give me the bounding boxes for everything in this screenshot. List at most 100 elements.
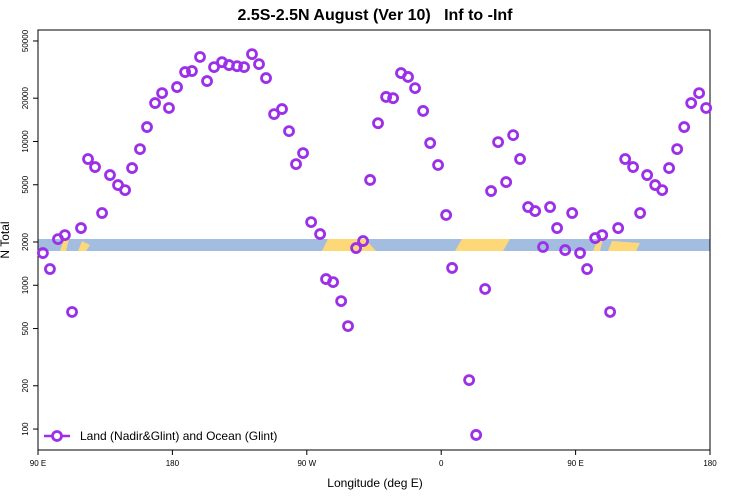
y-tick-label: 1000	[21, 276, 30, 294]
point	[596, 229, 609, 241]
point	[327, 276, 339, 288]
land-strip	[60, 239, 69, 251]
point	[485, 185, 497, 197]
point	[529, 205, 542, 217]
point	[305, 216, 318, 228]
point	[44, 263, 56, 275]
point	[58, 229, 71, 241]
legend-marker	[51, 430, 63, 442]
point	[96, 207, 108, 219]
point	[479, 283, 492, 295]
point	[297, 147, 309, 160]
y-axis-label: N Total	[0, 221, 12, 258]
point	[463, 374, 476, 386]
y-tick-label: 200	[21, 379, 30, 393]
point	[37, 247, 49, 259]
point	[544, 201, 556, 213]
x-tick-label: 90 E	[30, 459, 46, 468]
point	[387, 92, 400, 105]
point	[627, 161, 639, 173]
y-tick-label: 500	[21, 321, 30, 335]
point	[641, 169, 654, 181]
point	[500, 176, 513, 188]
y-tick-label: 100	[21, 422, 30, 436]
point	[126, 162, 138, 174]
point	[492, 136, 504, 148]
point	[685, 97, 698, 109]
y-tick-label: 2000	[21, 233, 30, 251]
point	[551, 222, 563, 234]
point	[417, 105, 430, 117]
point	[507, 129, 520, 142]
point	[208, 61, 220, 74]
land-strip	[593, 239, 603, 251]
point	[134, 143, 146, 156]
point	[559, 244, 572, 256]
point	[194, 51, 206, 63]
point	[671, 143, 684, 156]
point	[66, 306, 78, 318]
point	[514, 153, 526, 165]
land-strip	[608, 241, 640, 251]
x-tick-label: 0	[439, 459, 444, 468]
point	[700, 102, 713, 114]
point	[350, 242, 362, 254]
point	[612, 222, 625, 234]
point	[537, 241, 549, 253]
point	[634, 207, 647, 219]
point	[470, 429, 483, 441]
point	[186, 65, 198, 77]
y-tick-label: 5000	[21, 175, 30, 193]
land-strip	[322, 239, 376, 251]
point	[678, 121, 691, 133]
point	[238, 61, 250, 74]
point	[693, 87, 705, 99]
point	[268, 108, 280, 121]
point	[581, 263, 593, 275]
point	[342, 320, 354, 332]
point	[253, 58, 265, 71]
point	[446, 262, 459, 274]
point	[89, 161, 101, 173]
point	[566, 207, 579, 219]
y-tick-label: 10000	[21, 130, 30, 153]
point	[314, 228, 326, 240]
point	[104, 169, 116, 181]
point	[372, 117, 384, 130]
y-tick-label: 50000	[21, 29, 30, 52]
land-strip	[78, 241, 90, 251]
point	[246, 48, 258, 61]
point	[619, 153, 632, 165]
land-strip	[455, 239, 510, 251]
point	[156, 87, 168, 99]
point	[364, 174, 377, 186]
y-tick-label: 20000	[21, 87, 30, 110]
legend-label: Land (Nadir&Glint) and Ocean (Glint)	[80, 429, 277, 443]
point	[604, 306, 616, 318]
point	[163, 102, 175, 114]
point	[402, 71, 414, 83]
x-tick-label: 180	[703, 459, 717, 468]
point	[663, 162, 675, 174]
point	[276, 103, 288, 115]
x-tick-label: 90 W	[297, 459, 316, 468]
point	[432, 159, 444, 171]
chart-title: 2.5S-2.5N August (Ver 10) Inf to -Inf	[238, 7, 514, 24]
point	[231, 60, 243, 73]
point	[149, 97, 161, 109]
point	[424, 137, 437, 149]
point	[260, 72, 272, 84]
x-tick-label: 90 E	[567, 459, 583, 468]
point	[75, 222, 87, 234]
point	[283, 125, 295, 138]
point	[409, 82, 421, 95]
point	[335, 295, 348, 307]
point	[171, 81, 183, 93]
point	[82, 153, 94, 165]
point	[380, 91, 392, 103]
point	[290, 158, 302, 171]
point	[179, 66, 191, 78]
plot-frame	[37, 29, 711, 451]
point	[141, 121, 153, 133]
